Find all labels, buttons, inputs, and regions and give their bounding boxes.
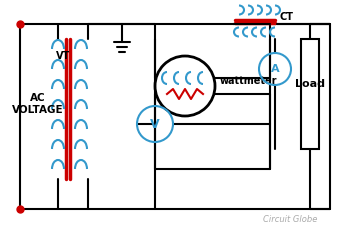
Text: AC
VOLTAGE: AC VOLTAGE — [12, 93, 64, 115]
Text: wattmeter: wattmeter — [220, 76, 278, 86]
Text: Load: Load — [295, 79, 325, 89]
Text: V: V — [150, 117, 160, 131]
Text: CT: CT — [280, 12, 294, 22]
Text: Circuit Globe: Circuit Globe — [263, 215, 317, 224]
Text: VT: VT — [56, 51, 70, 61]
FancyBboxPatch shape — [301, 39, 319, 149]
Text: A: A — [271, 64, 279, 74]
